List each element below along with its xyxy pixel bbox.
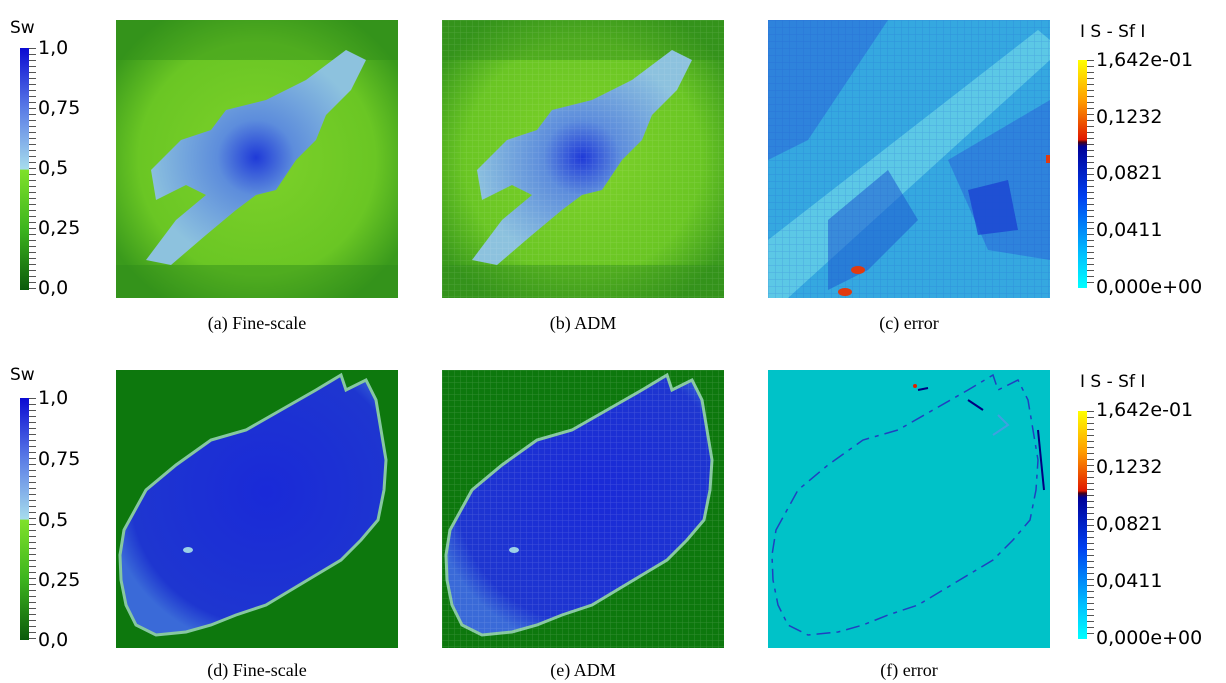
fine-scale-saturation-map: [116, 370, 398, 648]
sw-colorbar-ticks: [29, 398, 36, 640]
error-tick-label: 0,000e+00: [1096, 277, 1202, 297]
sw-tick-label: 1,0: [38, 388, 68, 408]
error-tick-label: 1,642e-01: [1096, 50, 1193, 70]
sw-colorbar: [20, 398, 29, 640]
error-tick-label: 0,0821: [1096, 163, 1162, 183]
sw-colorbar-title: Sw: [10, 18, 35, 38]
error-colorbar: [1078, 411, 1087, 639]
error-tick-label: 0,1232: [1096, 107, 1162, 127]
sw-tick-label: 0,0: [38, 278, 68, 298]
sw-tick-label: 0,25: [38, 218, 80, 238]
error-tick-label: 0,0411: [1096, 571, 1162, 591]
caption-e: (e) ADM: [442, 660, 724, 681]
caption-f: (f) error: [768, 660, 1050, 681]
caption-c: (c) error: [768, 313, 1050, 334]
error-tick-label: 0,000e+00: [1096, 628, 1202, 648]
sw-colorbar: [20, 48, 29, 290]
adm-saturation-map: [442, 20, 724, 298]
error-colorbar-title: I S - Sf I: [1080, 372, 1145, 392]
sw-tick-label: 1,0: [38, 38, 68, 58]
sw-tick-label: 0,75: [38, 449, 80, 469]
error-tick-label: 0,0821: [1096, 514, 1162, 534]
adm-saturation-map: [442, 370, 724, 648]
caption-a: (a) Fine-scale: [116, 313, 398, 334]
error-colorbar-ticks: [1087, 411, 1094, 639]
fine-scale-saturation-map: [116, 20, 398, 298]
caption-b: (b) ADM: [442, 313, 724, 334]
error-colorbar-ticks: [1087, 60, 1094, 288]
error-colorbar-title: I S - Sf I: [1080, 22, 1145, 42]
error-map: [768, 20, 1050, 298]
error-tick-label: 0,0411: [1096, 220, 1162, 240]
error-colorbar: [1078, 60, 1087, 288]
sw-tick-label: 0,5: [38, 510, 68, 530]
sw-tick-label: 0,0: [38, 630, 68, 650]
sw-tick-label: 0,5: [38, 158, 68, 178]
sw-tick-label: 0,75: [38, 98, 80, 118]
sw-colorbar-title: Sw: [10, 365, 35, 385]
error-tick-label: 1,642e-01: [1096, 400, 1193, 420]
sw-tick-label: 0,25: [38, 570, 80, 590]
error-tick-label: 0,1232: [1096, 457, 1162, 477]
caption-d: (d) Fine-scale: [116, 660, 398, 681]
error-map: [768, 370, 1050, 648]
sw-colorbar-ticks: [29, 48, 36, 290]
